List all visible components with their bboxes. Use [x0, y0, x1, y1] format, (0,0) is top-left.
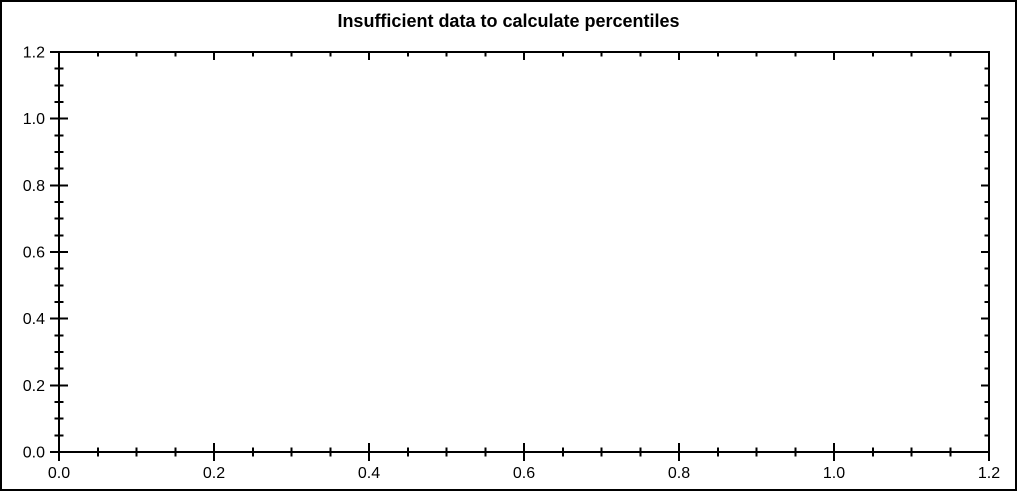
- x-tick-label: 0.8: [668, 465, 690, 482]
- x-tick-label: 0.0: [48, 465, 70, 482]
- x-axis-labels: 0.0 0.2 0.4 0.6 0.8 1.0 1.2: [48, 465, 1000, 482]
- y-tick-label: 0.0: [23, 445, 45, 462]
- x-axis-ticks: [58, 52, 990, 461]
- y-axis-ticks: [50, 51, 989, 453]
- y-tick-label: 0.8: [23, 178, 45, 195]
- x-tick-label: 1.2: [978, 465, 1000, 482]
- chart-title: Insufficient data to calculate percentil…: [337, 11, 680, 31]
- plot-box: [58, 51, 990, 453]
- y-tick-label: 0.2: [23, 378, 45, 395]
- y-tick-label: 1.2: [23, 45, 45, 62]
- y-tick-label: 0.6: [23, 245, 45, 262]
- chart-outer-border: [0, 0, 1017, 491]
- x-tick-label: 0.2: [203, 465, 225, 482]
- x-tick-label: 0.4: [358, 465, 380, 482]
- y-tick-label: 0.4: [23, 311, 45, 328]
- y-tick-label: 1.0: [23, 111, 45, 128]
- x-tick-label: 0.6: [513, 465, 535, 482]
- x-tick-label: 1.0: [823, 465, 845, 482]
- y-axis-labels: 0.0 0.2 0.4 0.6 0.8 1.0 1.2: [23, 45, 45, 462]
